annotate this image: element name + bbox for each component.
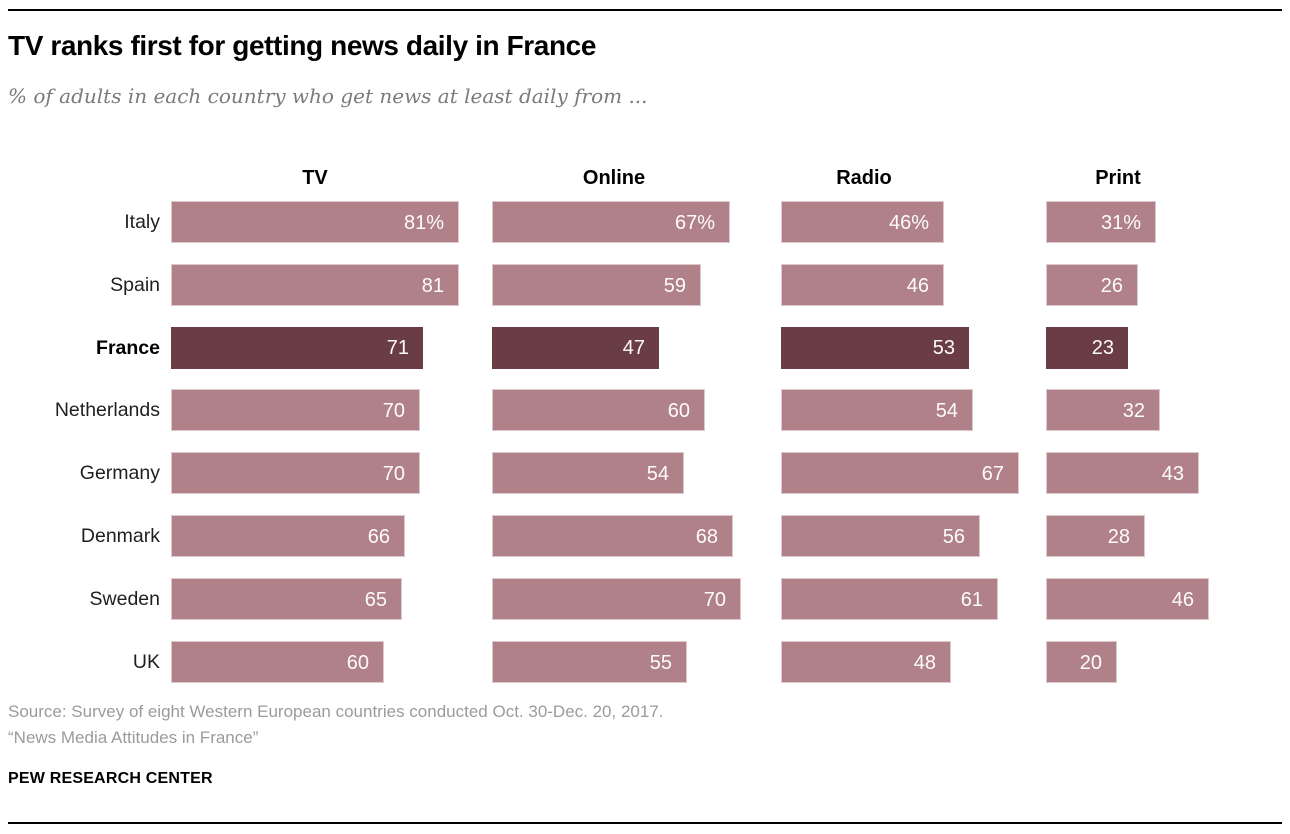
bar-radio-france: 53 [781, 327, 969, 369]
bar-value-radio-uk: 48 [913, 652, 936, 674]
row-label-denmark: Denmark [80, 525, 160, 547]
bar-value-print-germany: 43 [1161, 463, 1184, 485]
bar-tv-denmark: 66 [171, 515, 405, 557]
bar-online-denmark: 68 [492, 515, 733, 557]
bar-value-online-sweden: 70 [703, 589, 726, 611]
bar-value-radio-italy: 46% [888, 212, 929, 234]
bar-online-france: 47 [492, 327, 659, 369]
source-line-2: “News Media Attitudes in France” [8, 728, 259, 747]
bar-radio-italy: 46% [781, 201, 944, 243]
bar-radio-denmark: 56 [781, 515, 980, 557]
bar-radio-germany: 67 [781, 452, 1019, 494]
source-note: Source: Survey of eight Western European… [8, 699, 664, 751]
bar-radio-sweden: 61 [781, 578, 998, 620]
bar-value-online-uk: 55 [649, 652, 672, 674]
bar-value-online-italy: 67% [674, 212, 715, 234]
bar-value-print-uk: 20 [1079, 652, 1102, 674]
bar-tv-france: 71 [171, 327, 423, 369]
source-line-1: Source: Survey of eight Western European… [8, 702, 664, 721]
bar-tv-spain: 81 [171, 264, 459, 306]
bar-value-online-denmark: 68 [695, 526, 718, 548]
bar-value-online-france: 47 [622, 337, 645, 359]
bar-print-denmark: 28 [1046, 515, 1145, 557]
bar-value-tv-denmark: 66 [367, 526, 390, 548]
bar-online-italy: 67% [492, 201, 730, 243]
bar-tv-netherlands: 70 [171, 389, 420, 431]
bar-print-sweden: 46 [1046, 578, 1209, 620]
chart-subtitle: % of adults in each country who get news… [8, 84, 648, 108]
bar-value-online-germany: 54 [646, 463, 669, 485]
row-label-france: France [96, 337, 160, 359]
panel-header-online: Online [582, 167, 646, 189]
bottom-rule [8, 822, 1282, 824]
bar-tv-uk: 60 [171, 641, 384, 683]
bar-online-germany: 54 [492, 452, 684, 494]
bar-print-germany: 43 [1046, 452, 1199, 494]
row-label-germany: Germany [79, 462, 160, 484]
bar-radio-uk: 48 [781, 641, 951, 683]
bar-value-print-italy: 31% [1100, 212, 1141, 234]
panel-header-tv: TV [302, 167, 328, 189]
bar-value-tv-spain: 81 [421, 275, 444, 297]
row-label-netherlands: Netherlands [54, 399, 160, 421]
brand-name: PEW RESEARCH CENTER [8, 770, 213, 787]
bar-radio-netherlands: 54 [781, 389, 973, 431]
bar-tv-sweden: 65 [171, 578, 402, 620]
bar-print-spain: 26 [1046, 264, 1138, 306]
bar-value-tv-italy: 81% [403, 212, 444, 234]
bar-value-print-spain: 26 [1100, 275, 1123, 297]
bar-value-tv-germany: 70 [382, 463, 405, 485]
bar-tv-germany: 70 [171, 452, 420, 494]
bar-value-radio-germany: 67 [981, 463, 1004, 485]
bar-value-radio-netherlands: 54 [935, 400, 958, 422]
bar-value-tv-netherlands: 70 [382, 400, 405, 422]
bar-print-netherlands: 32 [1046, 389, 1160, 431]
bar-value-online-netherlands: 60 [667, 400, 690, 422]
bar-value-online-spain: 59 [663, 275, 686, 297]
panel-header-radio: Radio [836, 167, 892, 189]
bar-online-netherlands: 60 [492, 389, 705, 431]
panel-header-print: Print [1095, 167, 1141, 189]
bar-value-print-netherlands: 32 [1122, 400, 1145, 422]
bar-online-uk: 55 [492, 641, 687, 683]
bar-print-italy: 31% [1046, 201, 1156, 243]
bar-value-tv-sweden: 65 [364, 589, 387, 611]
bar-value-radio-denmark: 56 [942, 526, 965, 548]
bar-print-uk: 20 [1046, 641, 1117, 683]
page-title: TV ranks first for getting news daily in… [8, 30, 596, 61]
row-label-spain: Spain [110, 274, 160, 296]
bar-value-print-france: 23 [1091, 337, 1114, 359]
bar-online-spain: 59 [492, 264, 701, 306]
bar-print-france: 23 [1046, 327, 1128, 369]
bar-value-radio-spain: 46 [906, 275, 929, 297]
bar-value-tv-uk: 60 [346, 652, 369, 674]
bar-value-print-sweden: 46 [1171, 589, 1194, 611]
bar-value-print-denmark: 28 [1107, 526, 1130, 548]
bar-tv-italy: 81% [171, 201, 459, 243]
bar-radio-spain: 46 [781, 264, 944, 306]
row-label-sweden: Sweden [89, 588, 160, 610]
row-label-italy: Italy [124, 211, 160, 233]
bar-value-radio-france: 53 [932, 337, 955, 359]
top-rule [8, 9, 1282, 11]
bar-value-radio-sweden: 61 [960, 589, 983, 611]
bar-online-sweden: 70 [492, 578, 741, 620]
bar-value-tv-france: 71 [386, 337, 409, 359]
row-label-uk: UK [132, 651, 160, 673]
